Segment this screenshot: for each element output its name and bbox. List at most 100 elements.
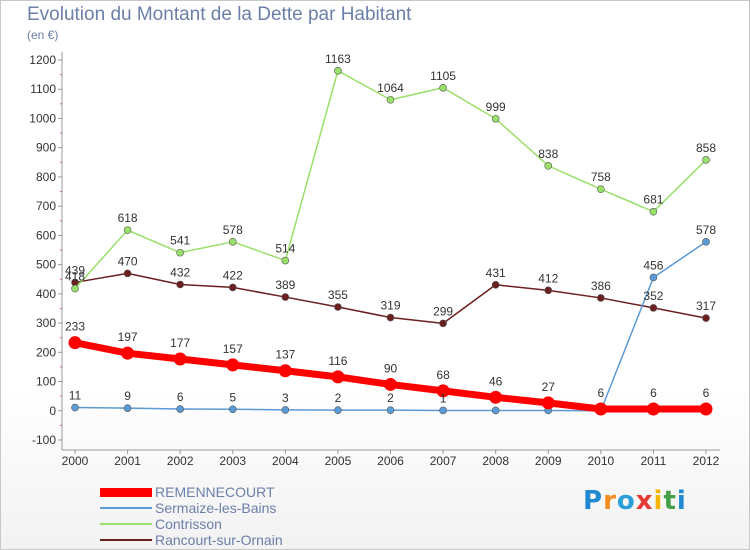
x-tick-label: 2001 [114, 454, 141, 468]
logo-letter: P [583, 486, 604, 516]
data-label: 422 [223, 268, 243, 282]
data-label: 317 [696, 299, 716, 313]
data-point [226, 358, 240, 372]
logo-letter: r [603, 486, 617, 516]
x-tick-label: 2008 [482, 454, 509, 468]
data-point [646, 402, 660, 416]
proxiti-logo: Proxiti [583, 486, 687, 516]
data-point [281, 406, 290, 414]
x-tick-label: 2009 [535, 454, 562, 468]
y-tick-label: -100 [32, 433, 56, 447]
data-label: 838 [538, 147, 558, 161]
legend-swatch [100, 523, 152, 525]
data-label: 197 [118, 330, 138, 344]
legend-label: Rancourt-sur-Ornain [155, 532, 283, 548]
data-label: 1163 [325, 52, 351, 66]
data-point [491, 406, 500, 415]
data-label: 6 [597, 386, 604, 400]
legend-swatch [100, 487, 152, 497]
data-label: 1 [440, 391, 447, 405]
legend-label: REMENNECOURT [155, 484, 275, 500]
data-point [489, 390, 503, 404]
data-label: 418 [65, 270, 85, 284]
data-label: 2 [335, 391, 342, 405]
data-point [173, 352, 187, 366]
data-point [649, 207, 658, 216]
y-tick-label: 600 [36, 228, 56, 242]
y-tick-label: 1100 [30, 82, 56, 96]
data-label: 177 [170, 336, 190, 350]
legend-swatch [100, 539, 152, 541]
chart-subtitle: (en €) [27, 28, 59, 42]
data-point [176, 248, 184, 257]
data-label: 6 [650, 386, 657, 400]
data-label: 758 [591, 170, 611, 184]
y-tick-label: 1200 [29, 53, 56, 67]
data-point [176, 405, 184, 413]
data-label: 90 [384, 361, 398, 375]
data-label: 137 [275, 348, 295, 362]
y-tick-label: 100 [36, 375, 56, 389]
data-label: 299 [433, 304, 453, 318]
data-point [334, 406, 342, 414]
data-label: 157 [223, 342, 243, 356]
data-label: 46 [489, 374, 503, 388]
data-point [71, 284, 79, 293]
data-point [541, 396, 555, 410]
data-point [121, 346, 135, 360]
y-tick-label: 800 [36, 170, 56, 184]
data-point [123, 269, 132, 278]
data-point [544, 162, 553, 170]
data-point [386, 95, 395, 104]
data-label: 858 [696, 141, 716, 155]
data-label: 618 [118, 211, 138, 225]
data-label: 319 [380, 299, 400, 313]
y-tick-label: 500 [36, 258, 56, 272]
data-label: 999 [486, 100, 506, 114]
data-label: 116 [328, 354, 347, 368]
x-tick-label: 2010 [587, 454, 614, 468]
data-point [439, 406, 447, 415]
logo-letter: i [676, 486, 687, 516]
x-tick-label: 2006 [377, 454, 404, 468]
logo-letter: t [663, 486, 677, 516]
y-tick-label: 300 [36, 316, 56, 330]
data-label: 3 [282, 391, 289, 405]
logo-letter: x [635, 486, 654, 516]
x-tick-label: 2000 [62, 454, 89, 468]
data-point [123, 404, 132, 412]
data-point [334, 303, 342, 311]
data-label: 456 [643, 258, 663, 272]
x-tick-label: 2012 [693, 454, 720, 468]
data-point [68, 336, 82, 350]
data-point [228, 238, 237, 246]
data-point [334, 67, 342, 75]
y-tick-label: 1000 [29, 111, 56, 125]
data-label: 9 [124, 389, 131, 403]
data-label: 439 [65, 263, 85, 277]
data-point [281, 293, 290, 301]
data-point [436, 384, 450, 398]
x-tick-label: 2004 [272, 454, 299, 468]
data-point [649, 304, 658, 312]
data-label: 541 [170, 234, 190, 248]
data-point [439, 319, 447, 328]
data-point [386, 406, 395, 414]
data-label: 432 [170, 265, 190, 279]
data-label: 68 [436, 368, 450, 382]
data-label: 386 [591, 279, 611, 293]
data-label: 2 [387, 391, 394, 405]
data-point [439, 83, 447, 92]
x-tick-label: 2007 [430, 454, 457, 468]
data-label: 470 [118, 254, 138, 268]
data-label: 514 [275, 242, 295, 256]
x-tick-label: 2002 [167, 454, 194, 468]
data-point [702, 314, 710, 322]
data-point [702, 238, 710, 246]
data-label: 5 [229, 390, 236, 404]
data-label: 355 [328, 288, 348, 302]
data-point [71, 403, 79, 412]
data-point [597, 185, 605, 193]
data-point [544, 286, 553, 295]
legend-label: Sermaize-les-Bains [155, 500, 277, 516]
